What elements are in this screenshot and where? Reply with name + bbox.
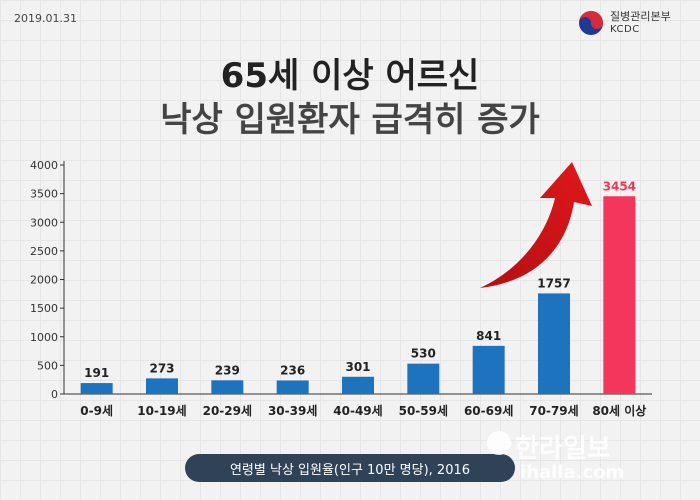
bar — [146, 378, 178, 394]
bar — [342, 376, 374, 394]
x-tick-label: 80세 이상 — [592, 403, 646, 418]
chart-caption: 연령별 낙상 입원율(인구 10만 명당), 2016 — [185, 454, 515, 482]
x-tick-label: 20-29세 — [203, 403, 252, 418]
date-label: 2019.01.31 — [14, 12, 77, 25]
y-tick-label: 1000 — [30, 331, 58, 344]
bar — [603, 196, 636, 394]
x-tick-label: 50-59세 — [399, 403, 448, 418]
bar — [407, 363, 440, 394]
watermark-korean: 한라일보 — [515, 434, 611, 464]
data-label: 3454 — [603, 179, 636, 193]
headline-line-1: 65세 이상 어르신 — [220, 56, 480, 96]
increase-arrow-icon — [480, 162, 592, 288]
bar — [276, 380, 309, 394]
x-tick-label: 30-39세 — [268, 403, 317, 418]
y-tick-label: 0 — [51, 388, 58, 401]
watermark-logo-icon — [487, 431, 511, 455]
data-label: 530 — [411, 347, 436, 361]
y-tick-label: 3500 — [30, 188, 58, 201]
y-tick-label: 500 — [37, 359, 58, 372]
y-tick-label: 4000 — [30, 159, 58, 172]
data-label: 273 — [149, 361, 174, 375]
data-label: 841 — [476, 329, 501, 343]
data-label: 191 — [84, 366, 109, 380]
y-tick-label: 3000 — [30, 216, 58, 229]
data-label: 301 — [345, 360, 370, 374]
data-label: 1757 — [537, 276, 570, 290]
data-label: 239 — [215, 363, 240, 377]
logo-name-korean: 질병관리본부 — [610, 10, 671, 23]
y-tick-label: 1500 — [30, 302, 58, 315]
x-tick-label: 40-49세 — [333, 403, 382, 418]
kcdc-logo: 질병관리본부 KCDC — [578, 10, 671, 36]
y-tick-label: 2500 — [30, 245, 58, 258]
watermark-english: ihalla.com — [520, 462, 625, 483]
bar — [211, 380, 244, 394]
x-tick-label: 70-79세 — [529, 403, 578, 418]
headline-line-2: 낙상 입원환자 급격히 증가 — [160, 100, 540, 140]
bar — [80, 383, 113, 394]
x-tick-label: 60-69세 — [464, 403, 513, 418]
x-tick-label: 0-9세 — [80, 403, 113, 418]
x-tick-label: 10-19세 — [137, 403, 186, 418]
taegeuk-logo-icon — [579, 11, 603, 35]
bar — [538, 293, 570, 394]
bar — [472, 345, 505, 394]
logo-name-english: KCDC — [610, 24, 640, 35]
y-tick-label: 2000 — [30, 274, 58, 287]
data-label: 236 — [280, 363, 305, 377]
